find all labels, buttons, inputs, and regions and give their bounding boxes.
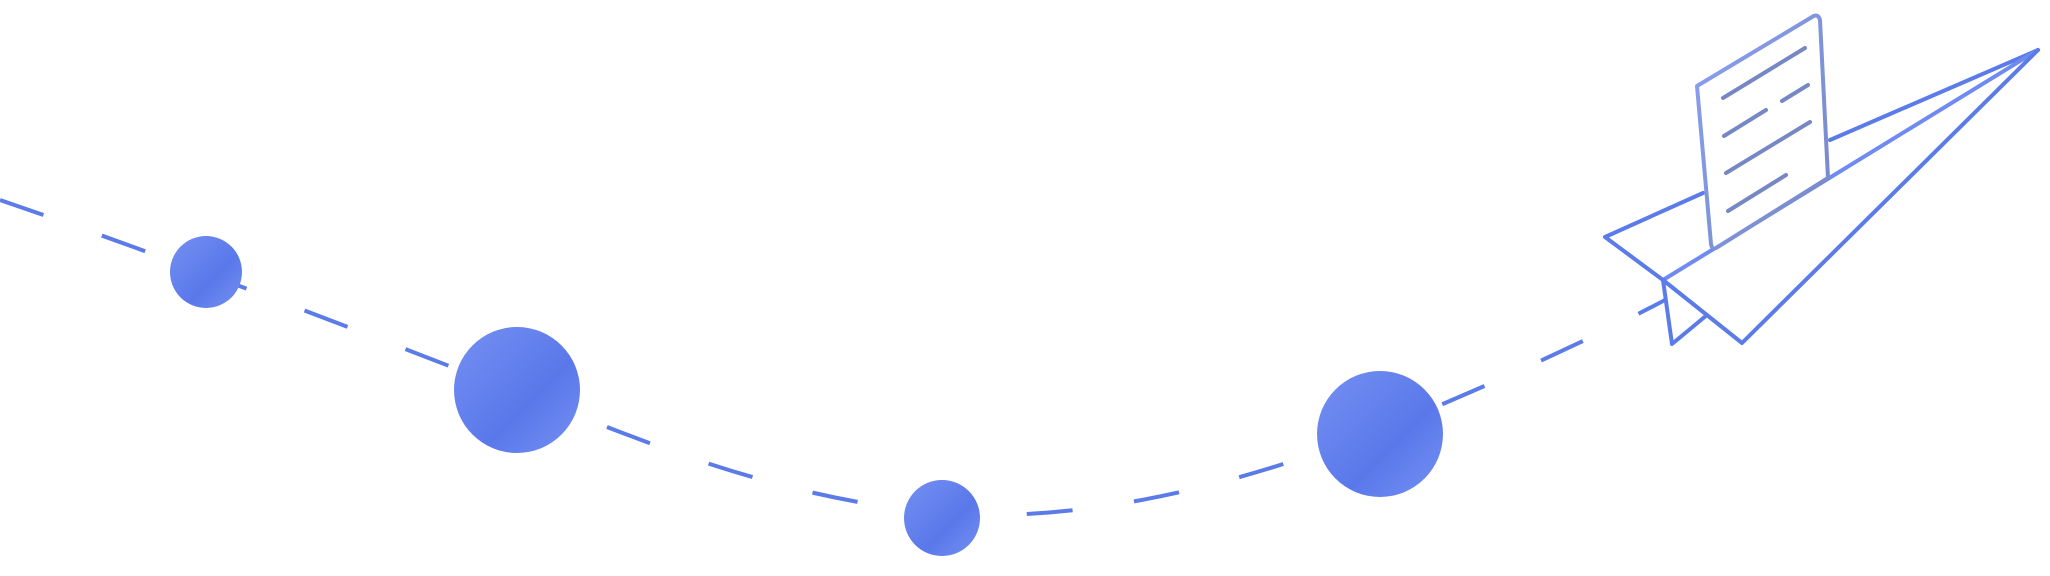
paper-airplane-icon: [1603, 48, 2040, 346]
dot: [454, 327, 580, 453]
dot: [1317, 371, 1443, 497]
document-icon: [1695, 13, 1830, 251]
dot: [170, 236, 242, 308]
dot: [904, 480, 980, 556]
dots: [170, 236, 1443, 556]
